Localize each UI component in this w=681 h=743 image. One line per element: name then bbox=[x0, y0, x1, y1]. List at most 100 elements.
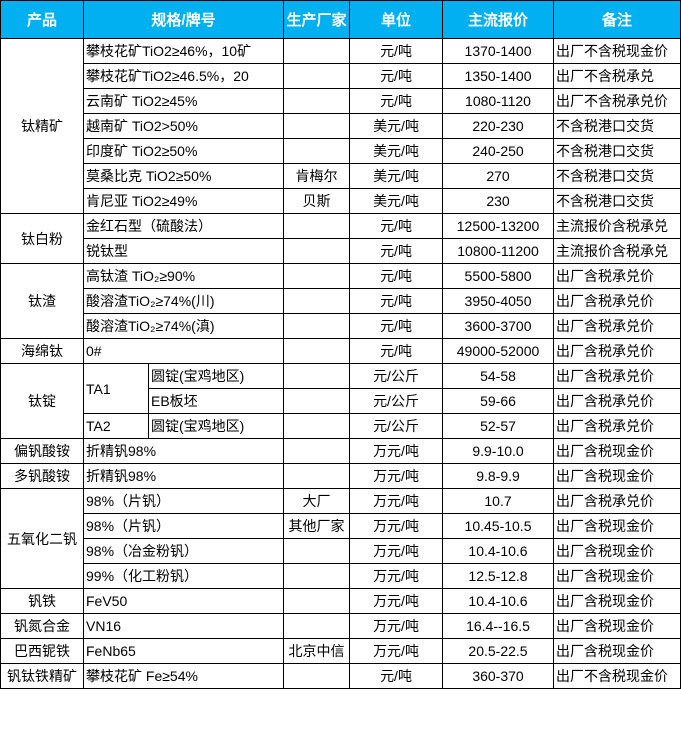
maker-cell bbox=[283, 38, 351, 64]
price-cell: 10.7 bbox=[442, 488, 555, 514]
maker-cell bbox=[283, 413, 351, 439]
maker-cell bbox=[283, 538, 351, 564]
table-row: 钒氮合金 VN16 万元/吨 16.4--16.5 出厂含税现金价 bbox=[0, 613, 681, 639]
spec-cell: 印度矿 TiO2≥50% bbox=[82, 138, 285, 164]
unit-cell: 美元/吨 bbox=[349, 113, 444, 139]
spec-cell: EB板坯 bbox=[147, 388, 285, 414]
product-cell: 偏钒酸铵 bbox=[0, 438, 84, 464]
note-cell: 出厂含税现金价 bbox=[553, 638, 681, 664]
table-row: 酸溶渣TiO₂≥74%(川) 元/吨 3950-4050 出厂含税承兑价 bbox=[1, 288, 681, 314]
unit-cell: 万元/吨 bbox=[349, 588, 444, 614]
price-cell: 20.5-22.5 bbox=[442, 638, 555, 664]
spec-cell: 圆锭(宝鸡地区) bbox=[147, 363, 285, 389]
unit-cell: 元/吨 bbox=[349, 38, 444, 64]
unit-cell: 万元/吨 bbox=[349, 613, 444, 639]
spec-cell: 高钛渣 TiO₂≥90% bbox=[82, 263, 285, 289]
price-cell: 52-57 bbox=[442, 413, 555, 439]
note-cell: 出厂不含税现金价 bbox=[553, 38, 681, 64]
maker-cell bbox=[283, 113, 351, 139]
product-cell: 钒氮合金 bbox=[0, 613, 84, 639]
unit-cell: 元/吨 bbox=[349, 663, 444, 689]
price-cell: 1080-1120 bbox=[442, 88, 555, 114]
spec-cell: 越南矿 TiO2>50% bbox=[82, 113, 285, 139]
spec-cell: VN16 bbox=[82, 613, 285, 639]
note-cell: 出厂含税承兑价 bbox=[553, 338, 681, 364]
table-row: 酸溶渣TiO₂≥74%(滇) 元/吨 3600-3700 出厂含税承兑价 bbox=[1, 313, 681, 339]
spec-cell: 肯尼亚 TiO2≥49% bbox=[82, 188, 285, 214]
maker-cell: 其他厂家 bbox=[283, 513, 351, 539]
unit-cell: 万元/吨 bbox=[349, 563, 444, 589]
price-cell: 270 bbox=[442, 163, 555, 189]
maker-cell bbox=[283, 588, 351, 614]
note-cell: 出厂不含税承兑 bbox=[553, 63, 681, 89]
header-unit: 单位 bbox=[349, 0, 444, 39]
note-cell: 出厂含税现金价 bbox=[553, 463, 681, 489]
table-row: 钒钛铁精矿 攀枝花矿 Fe≥54% 元/吨 360-370 出厂不含税现金价 bbox=[0, 663, 681, 689]
spec-cell: 酸溶渣TiO₂≥74%(川) bbox=[82, 288, 285, 314]
maker-cell bbox=[283, 313, 351, 339]
spec-cell: 98%（片钒） bbox=[82, 513, 285, 539]
maker-cell bbox=[283, 438, 351, 464]
note-cell: 出厂不含税现金价 bbox=[553, 663, 681, 689]
unit-cell: 元/吨 bbox=[349, 238, 444, 264]
table-row: 钒铁 FeV50 万元/吨 10.4-10.6 出厂含税现金价 bbox=[0, 588, 681, 614]
unit-cell: 万元/吨 bbox=[349, 513, 444, 539]
unit-cell: 元/吨 bbox=[349, 213, 444, 239]
unit-cell: 元/吨 bbox=[349, 338, 444, 364]
spec-cell: 攀枝花矿TiO2≥46%，10矿 bbox=[82, 38, 285, 64]
note-cell: 不含税港口交货 bbox=[553, 163, 681, 189]
spec-cell: 酸溶渣TiO₂≥74%(滇) bbox=[82, 313, 285, 339]
table-row: 钛锭 TA1 圆锭(宝鸡地区) 元/公斤 54-58 出厂含税承兑价 bbox=[0, 363, 681, 439]
note-cell: 出厂含税现金价 bbox=[553, 588, 681, 614]
price-cell: 10.45-10.5 bbox=[442, 513, 555, 539]
note-cell: 出厂含税承兑价 bbox=[553, 488, 681, 514]
unit-cell: 万元/吨 bbox=[349, 438, 444, 464]
table-row: 莫桑比克 TiO2≥50% 肯梅尔 美元/吨 270 不含税港口交货 bbox=[1, 163, 681, 189]
unit-cell: 元/吨 bbox=[349, 88, 444, 114]
note-cell: 主流报价含税承兑 bbox=[553, 213, 681, 239]
product-cell: 钛精矿 bbox=[0, 38, 84, 214]
table-row: TA2 圆锭(宝鸡地区) 元/公斤 52-57 出厂含税承兑价 bbox=[1, 413, 681, 439]
maker-cell: 贝斯 bbox=[283, 188, 351, 214]
unit-cell: 万元/吨 bbox=[349, 538, 444, 564]
product-cell: 钒铁 bbox=[0, 588, 84, 614]
price-cell: 12.5-12.8 bbox=[442, 563, 555, 589]
grade-cell: TA1 bbox=[83, 363, 149, 414]
spec-cell: 99%（化工粉钒） bbox=[82, 563, 285, 589]
price-cell: 3950-4050 bbox=[442, 288, 555, 314]
header-product: 产品 bbox=[0, 0, 84, 39]
unit-cell: 元/吨 bbox=[349, 263, 444, 289]
maker-cell bbox=[283, 238, 351, 264]
spec-cell: FeNb65 bbox=[82, 638, 285, 664]
header-note: 备注 bbox=[553, 0, 681, 39]
price-cell: 3600-3700 bbox=[442, 313, 555, 339]
spec-cell: 折精钒98% bbox=[82, 463, 285, 489]
table-row: 海绵钛 0# 元/吨 49000-52000 出厂含税承兑价 bbox=[0, 338, 681, 364]
maker-cell bbox=[283, 363, 351, 389]
header-maker: 生产厂家 bbox=[283, 0, 351, 39]
table-row: 肯尼亚 TiO2≥49% 贝斯 美元/吨 230 不含税港口交货 bbox=[1, 188, 681, 214]
maker-cell bbox=[283, 388, 351, 414]
note-cell: 主流报价含税承兑 bbox=[553, 238, 681, 264]
note-cell: 出厂含税承兑价 bbox=[553, 263, 681, 289]
note-cell: 不含税港口交货 bbox=[553, 188, 681, 214]
price-cell: 16.4--16.5 bbox=[442, 613, 555, 639]
table-row: 钛渣 高钛渣 TiO₂≥90% 元/吨 5500-5800 出厂含税承兑价 bbox=[0, 263, 681, 339]
unit-cell: 元/吨 bbox=[349, 288, 444, 314]
unit-cell: 元/吨 bbox=[349, 313, 444, 339]
price-cell: 1370-1400 bbox=[442, 38, 555, 64]
note-cell: 不含税港口交货 bbox=[553, 113, 681, 139]
unit-cell: 美元/吨 bbox=[349, 163, 444, 189]
product-cell: 钒钛铁精矿 bbox=[0, 663, 84, 689]
price-cell: 59-66 bbox=[442, 388, 555, 414]
header-price: 主流报价 bbox=[442, 0, 555, 39]
spec-cell: 金红石型（硫酸法） bbox=[82, 213, 285, 239]
header-row: 产品 规格/牌号 生产厂家 单位 主流报价 备注 bbox=[0, 0, 681, 39]
note-cell: 出厂含税现金价 bbox=[553, 613, 681, 639]
table-row: 锐钛型 元/吨 10800-11200 主流报价含税承兑 bbox=[1, 238, 681, 264]
spec-cell: 云南矿 TiO2≥45% bbox=[82, 88, 285, 114]
maker-cell bbox=[283, 263, 351, 289]
unit-cell: 万元/吨 bbox=[349, 638, 444, 664]
note-cell: 不含税港口交货 bbox=[553, 138, 681, 164]
maker-cell bbox=[283, 613, 351, 639]
